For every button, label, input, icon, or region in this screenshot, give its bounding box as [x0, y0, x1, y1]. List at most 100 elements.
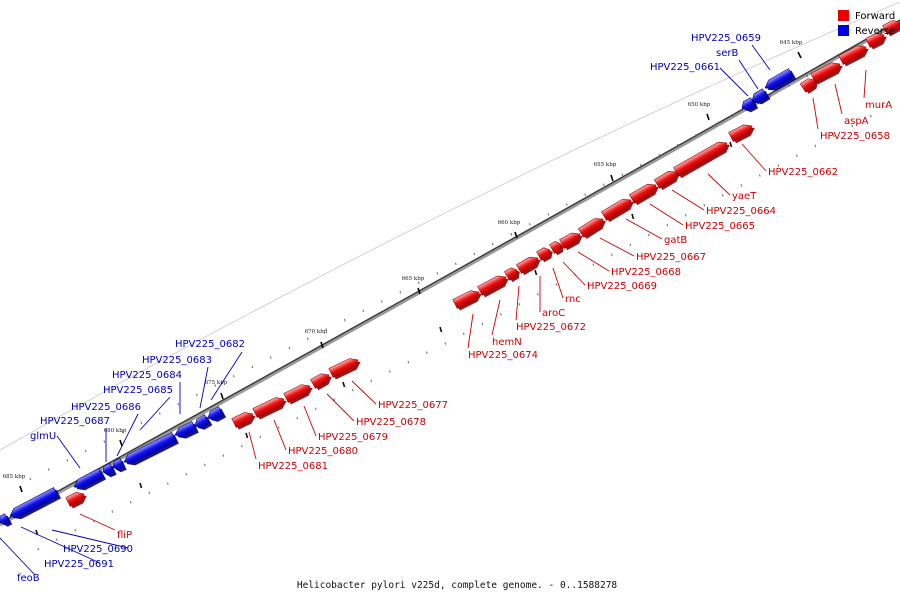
- gene-arrow-reverse[interactable]: [8, 487, 62, 523]
- gene-arrow-forward[interactable]: [838, 42, 871, 67]
- gene-label-reverse[interactable]: feoB: [17, 573, 40, 584]
- gene-arrow-forward[interactable]: [799, 75, 820, 95]
- gene-arrow-forward[interactable]: [310, 370, 335, 391]
- gene-label-forward[interactable]: HPV225_0674: [468, 350, 538, 361]
- scale-minor-tick: [185, 472, 188, 476]
- gene-arrow-forward[interactable]: [536, 245, 556, 263]
- gene-arrow-forward[interactable]: [728, 121, 757, 144]
- scale-label: 680 kbp: [104, 428, 127, 434]
- gene-arrow-forward[interactable]: [231, 409, 258, 430]
- scale-mid-tick: [631, 213, 635, 220]
- gene-arrow-forward[interactable]: [252, 394, 289, 420]
- gene-arrow-reverse[interactable]: [749, 88, 771, 108]
- gene-arrow-reverse[interactable]: [0, 513, 13, 529]
- scale-minor-tick: [732, 114, 735, 117]
- leader-line-forward: [351, 380, 377, 405]
- scale-mid-tick: [342, 381, 346, 388]
- scale-minor-tick: [241, 444, 243, 448]
- gene-label-forward[interactable]: gatB: [664, 235, 687, 246]
- gene-label-forward[interactable]: yaeT: [732, 191, 757, 202]
- gene-arrow-forward[interactable]: [810, 59, 845, 85]
- outer-arc: [0, 1, 900, 451]
- leader-line-forward: [273, 419, 287, 451]
- gene-label-forward[interactable]: aspA: [844, 116, 869, 127]
- gene-arrow-forward[interactable]: [865, 30, 889, 50]
- scale-minor-tick: [307, 337, 309, 341]
- scale-minor-tick: [658, 153, 661, 157]
- gene-label-forward[interactable]: HPV225_0664: [706, 206, 776, 217]
- scale-minor-tick: [788, 84, 790, 87]
- gene-label-reverse[interactable]: glmU: [30, 431, 56, 442]
- gene-arrow-reverse[interactable]: [111, 458, 127, 474]
- gene-label-reverse[interactable]: HPV225_0684: [112, 370, 182, 381]
- scale-minor-tick: [518, 302, 521, 306]
- gene-label-forward[interactable]: murA: [865, 100, 892, 111]
- gene-arrow-forward[interactable]: [504, 265, 522, 283]
- gene-label-reverse[interactable]: HPV225_0682: [175, 339, 245, 350]
- gene-label-reverse[interactable]: HPV225_0686: [71, 402, 141, 413]
- scale-minor-tick: [418, 281, 420, 284]
- gene-arrow-forward[interactable]: [477, 272, 511, 298]
- gene-label-reverse[interactable]: HPV225_0691: [44, 559, 114, 570]
- gene-label-reverse[interactable]: serB: [716, 48, 738, 59]
- scale-minor-tick: [148, 491, 151, 495]
- scale-minor-tick: [288, 346, 291, 350]
- gene-arrow-forward[interactable]: [577, 214, 608, 240]
- gene-label-reverse[interactable]: HPV225_0690: [63, 544, 133, 555]
- gene-label-forward[interactable]: HPV225_0667: [636, 252, 706, 263]
- scale-minor-tick: [455, 262, 457, 266]
- leader-line-forward: [577, 251, 610, 272]
- gene-label-forward[interactable]: HPV225_0658: [820, 131, 890, 142]
- scale-minor-tick: [529, 223, 531, 226]
- gene-label-forward[interactable]: HPV225_0681: [258, 461, 328, 472]
- gene-arrow-forward[interactable]: [65, 489, 89, 509]
- scale-major-tick: [797, 51, 802, 59]
- gene-label-forward[interactable]: HPV225_0677: [378, 400, 448, 411]
- gene-arrow-reverse[interactable]: [122, 432, 179, 469]
- leader-line-reverse: [139, 396, 171, 431]
- scale-minor-tick: [492, 242, 494, 246]
- scale-mid-tick: [534, 269, 538, 276]
- scale-label: 685 kbp: [3, 474, 26, 480]
- scale-major-tick: [610, 174, 614, 182]
- gene-label-forward[interactable]: HPV225_0665: [685, 221, 755, 232]
- scale-minor-tick: [592, 263, 595, 266]
- gene-label-forward[interactable]: fliP: [117, 530, 132, 541]
- gene-label-forward[interactable]: HPV225_0668: [611, 267, 681, 278]
- gene-label-reverse[interactable]: HPV225_0683: [142, 355, 212, 366]
- leader-line-reverse: [116, 413, 139, 457]
- gene-arrow-forward[interactable]: [328, 355, 363, 380]
- gene-label-forward[interactable]: HPV225_0662: [768, 167, 838, 178]
- gene-label-forward[interactable]: HPV225_0672: [516, 322, 586, 333]
- gene-label-forward[interactable]: aroC: [542, 308, 565, 319]
- gene-arrow-reverse[interactable]: [101, 463, 117, 479]
- scale-minor-tick: [444, 342, 447, 345]
- gene-label-reverse[interactable]: HPV225_0659: [691, 33, 761, 44]
- gene-label-forward[interactable]: HPV225_0679: [318, 432, 388, 443]
- gene-arrow-forward[interactable]: [452, 287, 484, 311]
- gene-arrow-forward[interactable]: [601, 195, 636, 223]
- gene-arrow-reverse[interactable]: [72, 468, 107, 494]
- gene-label-reverse[interactable]: HPV225_0661: [650, 62, 720, 73]
- gene-arrow-forward[interactable]: [516, 253, 543, 276]
- gene-label-forward[interactable]: HPV225_0678: [356, 417, 426, 428]
- gene-arrow-forward[interactable]: [882, 17, 900, 37]
- gene-label-forward[interactable]: hemN: [492, 337, 522, 348]
- gene-label-reverse[interactable]: HPV225_0687: [40, 416, 110, 427]
- scale-major-tick: [19, 485, 23, 493]
- gene-arrow-forward[interactable]: [283, 381, 315, 405]
- leader-line-forward: [863, 69, 867, 99]
- gene-arrow-reverse[interactable]: [206, 406, 227, 425]
- gene-label-reverse[interactable]: HPV225_0685: [103, 385, 173, 396]
- gene-label-forward[interactable]: HPV225_0669: [587, 281, 657, 292]
- gene-label-forward[interactable]: HPV225_0680: [288, 446, 358, 457]
- scale-minor-tick: [777, 164, 780, 167]
- gene-label-forward[interactable]: rnc: [565, 294, 581, 305]
- gene-arrow-forward[interactable]: [549, 239, 567, 256]
- leader-line-forward: [467, 313, 474, 349]
- gene-arrow-reverse[interactable]: [192, 414, 213, 433]
- gene-arrow-reverse[interactable]: [763, 68, 797, 95]
- gene-arrow-reverse[interactable]: [740, 97, 759, 115]
- gene-arrow-reverse[interactable]: [173, 421, 199, 442]
